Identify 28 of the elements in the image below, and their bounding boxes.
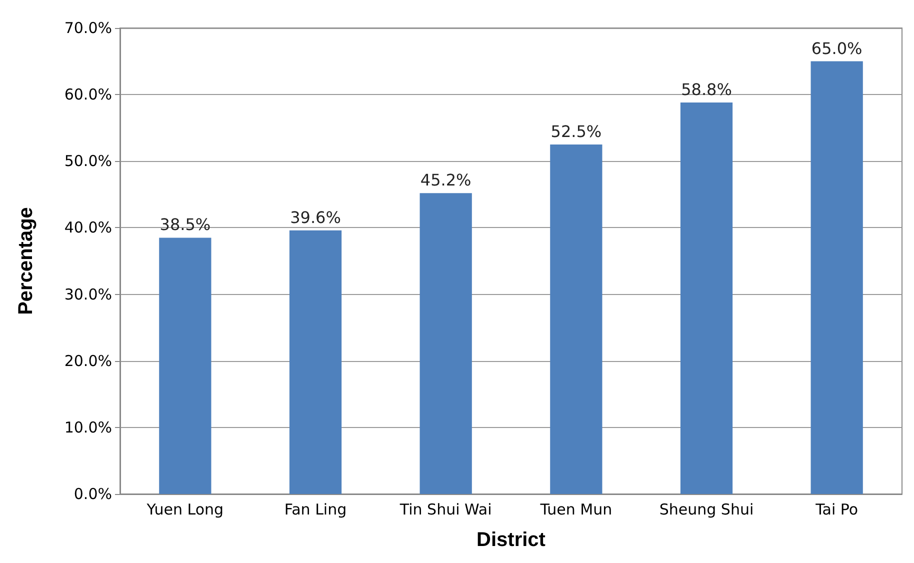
bar (289, 230, 342, 494)
y-tick-label: 10.0% (64, 418, 112, 436)
x-axis-title: District (476, 529, 546, 551)
x-tick-label: Yuen Long (146, 500, 224, 518)
x-tick-label: Sheung Shui (659, 500, 754, 518)
x-tick-label: Tai Po (814, 500, 858, 518)
y-axis-title: Percentage (15, 207, 37, 315)
data-label: 39.6% (290, 208, 341, 227)
x-tick-label: Tin Shui Wai (398, 500, 492, 518)
bar (680, 102, 733, 494)
bar (550, 144, 602, 494)
y-tick-label: 60.0% (64, 86, 112, 104)
bar (420, 193, 472, 494)
y-tick-label: 20.0% (64, 352, 112, 370)
x-tick-label: Tuen Mun (539, 500, 612, 518)
x-tick-label: Fan Ling (284, 500, 347, 518)
y-tick-label: 40.0% (64, 218, 112, 237)
data-label: 38.5% (160, 215, 211, 234)
bar (159, 238, 212, 494)
y-tick-label: 0.0% (74, 485, 112, 503)
y-tick-label: 70.0% (64, 19, 112, 37)
data-label: 65.0% (811, 38, 862, 58)
data-label: 52.5% (550, 122, 602, 141)
data-label: 45.2% (420, 170, 472, 190)
y-tick-label: 30.0% (64, 285, 112, 304)
data-label: 58.8% (681, 80, 732, 100)
bar (810, 61, 863, 494)
y-tick-label: 50.0% (64, 152, 112, 170)
